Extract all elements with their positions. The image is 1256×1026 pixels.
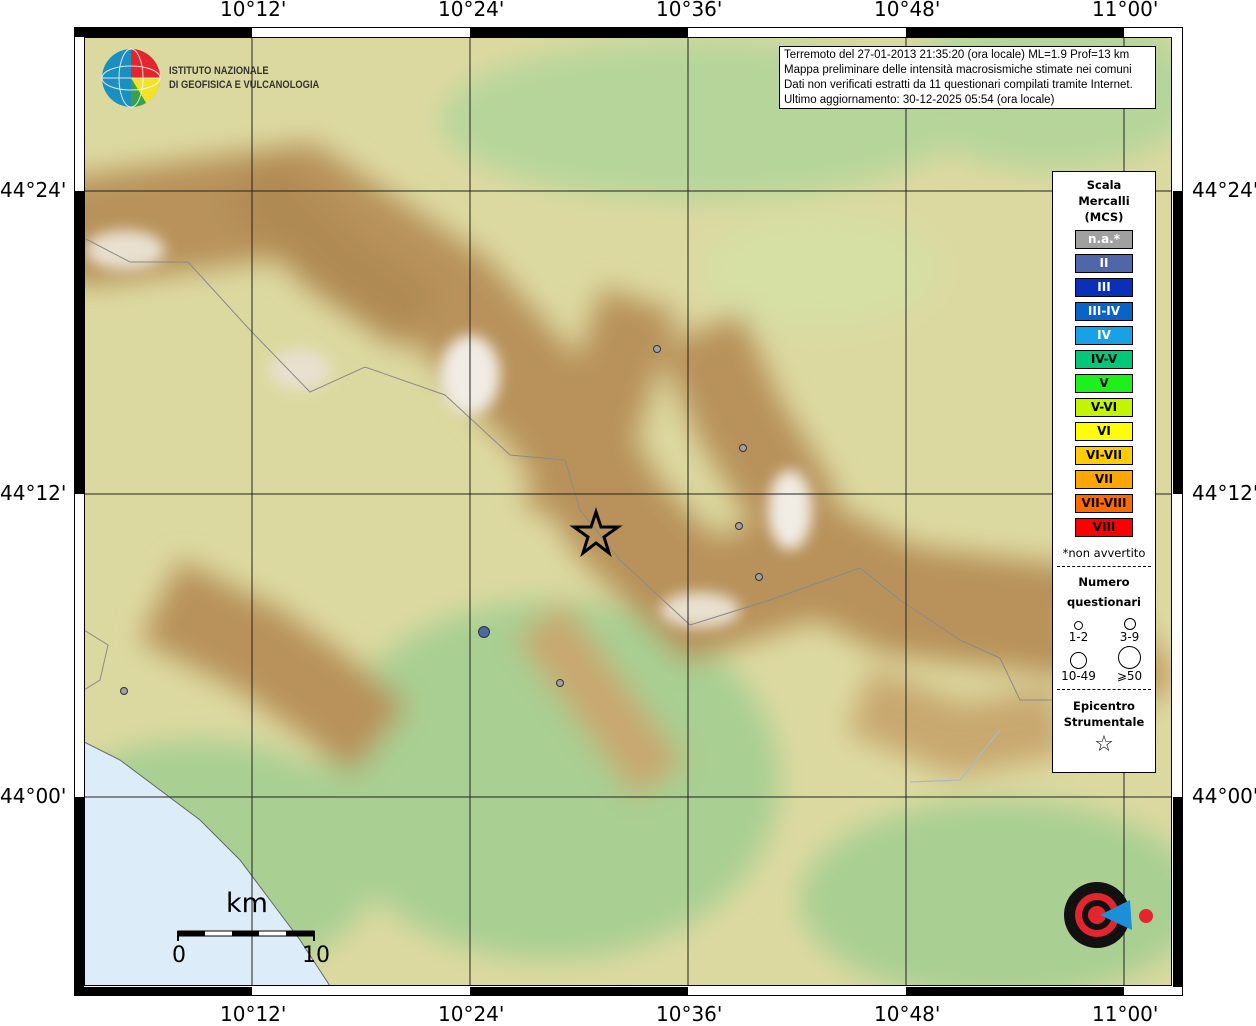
intensity-swatch: VII xyxy=(1075,470,1133,489)
lat-tick-right: 44°12' xyxy=(1192,481,1256,505)
ingv-line1: ISTITUTO NAZIONALE xyxy=(169,65,269,77)
circle-icon xyxy=(1070,652,1087,669)
ingv-line2: DI GEOFISICA E VULCANOLOGIA xyxy=(169,79,320,91)
lon-tick-top: 10°12' xyxy=(220,0,287,21)
legend-title-line: Scala xyxy=(1086,178,1122,192)
legend-footnote: *non avvertito xyxy=(1062,546,1146,560)
scale-unit: km xyxy=(226,888,268,919)
scale-bar xyxy=(177,930,315,941)
intensity-swatch: IV-V xyxy=(1075,350,1133,369)
legend-title-line: (MCS) xyxy=(1084,210,1124,224)
observation-markers[interactable] xyxy=(120,345,763,695)
observation-marker[interactable] xyxy=(478,626,490,638)
terrain xyxy=(84,37,1172,986)
observation-marker[interactable] xyxy=(556,679,564,687)
observation-marker[interactable] xyxy=(739,444,747,452)
size-label: 3-9 xyxy=(1119,630,1140,644)
intensity-swatch: II xyxy=(1075,254,1133,273)
intensity-swatch: V-VI xyxy=(1075,398,1133,417)
lon-tick-bottom: 10°12' xyxy=(220,1002,287,1026)
legend-title-line: questionari xyxy=(1067,595,1141,609)
lon-tick-bottom: 10°48' xyxy=(874,1002,941,1026)
event-line: Terremoto del 27-01-2013 21:35:20 (ora l… xyxy=(784,49,1130,61)
observation-marker[interactable] xyxy=(120,687,128,695)
ingv-logo-text: ISTITUTO NAZIONALE DI GEOFISICA E VULCAN… xyxy=(169,64,319,92)
questionnaires-title: Numero questionari xyxy=(1053,572,1155,612)
data-note: Dati non verificati estratti da 11 quest… xyxy=(784,79,1133,91)
lon-tick-top: 10°48' xyxy=(874,0,941,21)
size-label: 1-2 xyxy=(1068,630,1089,644)
intensity-swatch: VII-VIII xyxy=(1075,494,1133,513)
epicenter-title: Epicentro Strumentale xyxy=(1053,698,1155,730)
event-info-box: Terremoto del 27-01-2013 21:35:20 (ora l… xyxy=(779,46,1156,109)
circle-icon xyxy=(1118,646,1141,669)
size-label: 10-49 xyxy=(1061,669,1096,683)
epicenter-star-icon[interactable] xyxy=(569,507,623,558)
lon-tick-bottom: 10°24' xyxy=(438,1002,505,1026)
observation-marker[interactable] xyxy=(653,345,661,353)
intensity-swatch: n.a.* xyxy=(1075,230,1133,249)
map-description: Mappa preliminare delle intensità macros… xyxy=(784,64,1132,76)
size-label: ⩾50 xyxy=(1116,669,1143,683)
lat-tick-left: 44°00' xyxy=(0,784,67,808)
intensity-swatch: V xyxy=(1075,374,1133,393)
legend-title: Scala Mercalli (MCS) xyxy=(1053,177,1155,225)
circle-icon xyxy=(1123,618,1136,630)
regional-border xyxy=(84,237,1070,701)
lon-tick-top: 11°00' xyxy=(1092,0,1159,21)
lat-tick-right: 44°00' xyxy=(1192,784,1256,808)
legend-title-line: Epicentro xyxy=(1073,699,1135,713)
legend-divider xyxy=(1057,566,1151,567)
sea xyxy=(84,741,331,986)
lon-tick-bottom: 10°36' xyxy=(656,1002,723,1026)
intensity-swatch: VI-VII xyxy=(1075,446,1133,465)
intensity-swatch: VI xyxy=(1075,422,1133,441)
intensity-swatch: III xyxy=(1075,278,1133,297)
legend-title-line: Numero xyxy=(1078,575,1130,589)
ingv-logo-globe xyxy=(101,48,161,108)
lat-tick-left: 44°24' xyxy=(0,178,67,202)
lon-tick-top: 10°24' xyxy=(438,0,505,21)
haisentito-logo xyxy=(1064,882,1153,948)
intensity-scale: n.a.* II III III-IV IV IV-V V V-VI VI VI-VII VII VI… xyxy=(1053,230,1155,537)
circle-icon xyxy=(1074,621,1083,630)
lat-tick-right: 44°24' xyxy=(1192,178,1256,202)
intensity-swatch: IV xyxy=(1075,326,1133,345)
scale-end: 10 xyxy=(302,943,330,968)
lon-tick-top: 10°36' xyxy=(656,0,723,21)
legend-divider xyxy=(1057,689,1151,690)
legend: Scala Mercalli (MCS) n.a.* II III III-IV IV I… xyxy=(1052,171,1156,773)
map-frame xyxy=(74,27,1183,996)
lon-tick-bottom: 11°00' xyxy=(1092,1002,1159,1026)
lat-tick-left: 44°12' xyxy=(0,481,67,505)
observation-marker[interactable] xyxy=(735,522,743,530)
scale-start: 0 xyxy=(172,943,186,968)
last-update: Ultimo aggiornamento: 30-12-2025 05:54 (… xyxy=(784,94,1055,106)
legend-title-line: Strumentale xyxy=(1063,715,1145,729)
star-icon: ☆ xyxy=(1094,732,1114,757)
legend-title-line: Mercalli xyxy=(1078,194,1130,208)
observation-marker[interactable] xyxy=(755,573,763,581)
intensity-swatch: VIII xyxy=(1075,518,1133,537)
intensity-swatch: III-IV xyxy=(1075,302,1133,321)
questionnaire-sizes: 1-2 3-9 10-49 ⩾50 xyxy=(1053,618,1155,683)
